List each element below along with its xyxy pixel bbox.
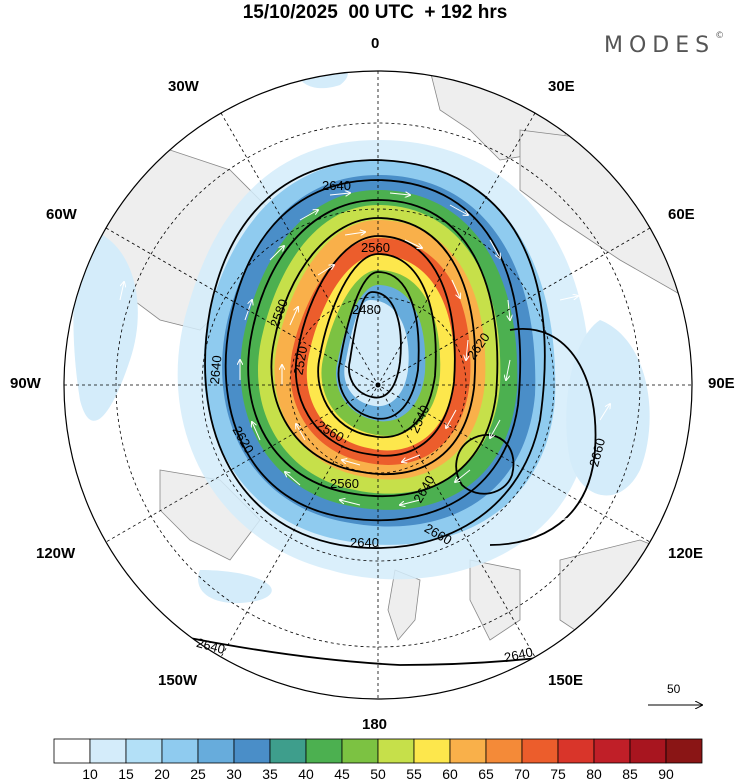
reference-vector-label: 50 (667, 682, 681, 696)
colorbar-swatch (341, 738, 379, 764)
colorbar-swatch (449, 738, 487, 764)
colorbar (53, 738, 703, 764)
colorbar-swatch (521, 738, 559, 764)
colorbar-tick-label: 15 (118, 766, 134, 782)
lon-label-30e: 30E (548, 78, 575, 95)
map-boundary (63, 70, 693, 700)
brand-text: MODES (604, 33, 716, 58)
contour-2660-east (489, 328, 597, 546)
colorbar-swatch (161, 738, 199, 764)
lon-label-90e: 90E (708, 375, 735, 392)
land-kamchatka (469, 559, 521, 641)
colorbar-tick-label: 60 (442, 766, 458, 782)
colorbar-labels: 10 15 20 25 30 35 40 45 50 55 60 65 70 75 80 85 90 (0, 766, 750, 782)
colorbar-swatch (197, 738, 235, 764)
contour-2560 (294, 235, 456, 457)
colorbar-swatch (629, 738, 667, 764)
lon-label-120e: 120E (668, 545, 704, 562)
brand-logo: MODES© (604, 31, 725, 58)
lon-label-150w: 150W (158, 672, 198, 689)
contour-2480 (348, 291, 402, 399)
colorbar-tick-label: 65 (478, 766, 494, 782)
contour-label: 2520 (291, 345, 311, 376)
colorbar-tick-label: 75 (550, 766, 566, 782)
colorbar-swatch (485, 738, 523, 764)
colorbar-tick-label: 70 (514, 766, 530, 782)
contour-label: 2660 (586, 437, 608, 469)
map-title: 15/10/2025 00 UTC + 192 hrs (242, 2, 508, 23)
contour-label: 2560 (330, 476, 359, 491)
contour-2520 (337, 271, 420, 420)
colorbar-swatch (305, 738, 343, 764)
colorbar-tick-label: 45 (334, 766, 350, 782)
contour-label: 2640 (503, 644, 534, 665)
colorbar-swatch (125, 738, 163, 764)
contour-label: 2480 (352, 302, 381, 317)
lon-label-60e: 60E (668, 206, 695, 223)
contour-2660-loop (455, 434, 515, 495)
colorbar-tick-label: 10 (82, 766, 98, 782)
contour-label: 2640 (195, 635, 227, 657)
colorbar-tick-label: 55 (406, 766, 422, 782)
colorbar-swatch (557, 738, 595, 764)
colorbar-tick-label: 50 (370, 766, 386, 782)
lon-label-60w: 60W (46, 206, 77, 223)
colorbar-swatch (377, 738, 415, 764)
lon-label-30w: 30W (168, 78, 199, 95)
colorbar-swatch (593, 738, 631, 764)
lon-label-150e: 150E (548, 672, 584, 689)
shade-patch-west (73, 230, 138, 421)
wind-vectors (119, 193, 610, 562)
contour-2540 (317, 253, 437, 438)
copyright-mark: © (715, 31, 725, 41)
lon-label-0: 0 (371, 35, 380, 52)
contour-2580 (270, 217, 477, 476)
lon-label-90w: 90W (10, 375, 41, 392)
colorbar-swatch (413, 738, 451, 764)
colorbar-tick-label: 30 (226, 766, 242, 782)
contour-label: 2640 (207, 355, 224, 385)
contour-2620 (224, 179, 522, 522)
colorbar-tick-label: 20 (154, 766, 170, 782)
lon-label-180: 180 (362, 716, 388, 733)
shade-15-inner (344, 300, 409, 407)
colorbar-tick-label: 35 (262, 766, 278, 782)
colorbar-tick-label: 25 (190, 766, 206, 782)
colorbar-swatch (53, 738, 91, 764)
north-pole-marker (375, 382, 381, 388)
contour-label: 2560 (361, 240, 390, 255)
colorbar-tick-label: 85 (622, 766, 638, 782)
colorbar-swatch (233, 738, 271, 764)
colorbar-swatch (89, 738, 127, 764)
shade-patch-south (198, 570, 272, 604)
colorbar-tick-label: 90 (658, 766, 674, 782)
contour-2600 (247, 199, 499, 498)
lon-label-120w: 120W (36, 545, 76, 562)
colorbar-swatch (665, 738, 703, 764)
colorbar-tick-label: 40 (298, 766, 314, 782)
contour-label: 2640 (350, 535, 379, 550)
contour-2640-main (204, 159, 546, 549)
contour-label: 2640 (322, 178, 351, 193)
colorbar-tick-label: 80 (586, 766, 602, 782)
colorbar-swatch (269, 738, 307, 764)
